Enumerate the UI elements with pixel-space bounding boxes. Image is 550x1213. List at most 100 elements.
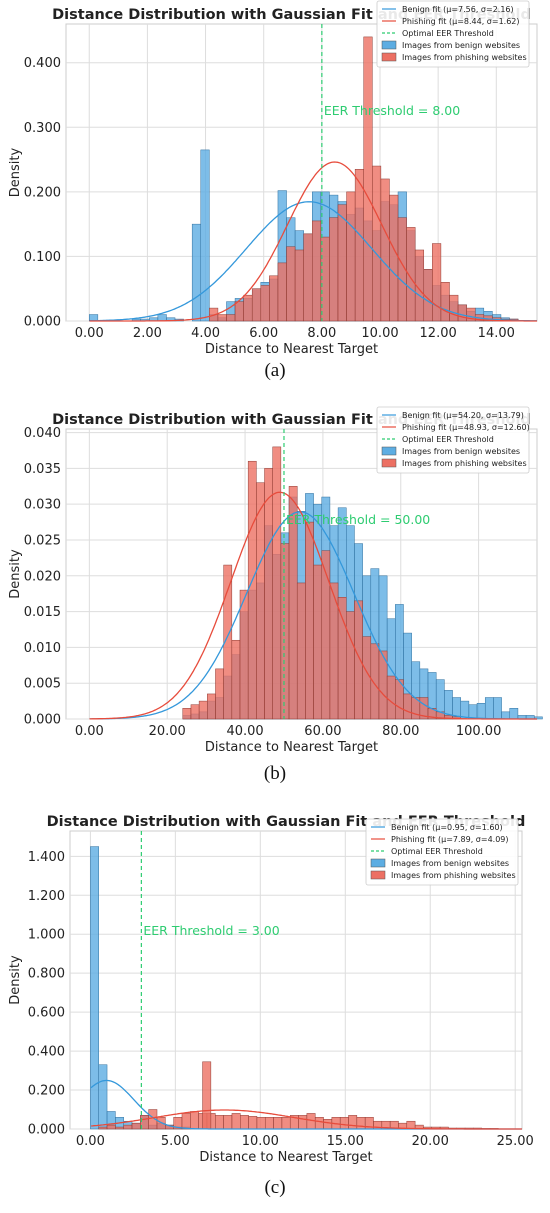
benign-fit-line bbox=[89, 511, 537, 720]
chart-b: Distance Distribution with Gaussian Fit … bbox=[8, 406, 543, 755]
phishing-bar bbox=[269, 275, 279, 322]
legend-benign-hist: Images from benign websites bbox=[391, 859, 509, 868]
benign-bar bbox=[534, 716, 543, 720]
x-tick-label: 100.00 bbox=[456, 724, 502, 739]
phishing-bar bbox=[182, 708, 192, 720]
x-tick-label: 6.00 bbox=[249, 326, 278, 341]
phishing-bar bbox=[312, 220, 322, 322]
y-tick-label: 0.200 bbox=[24, 185, 61, 200]
y-tick-label: 0.400 bbox=[28, 1045, 65, 1060]
x-tick-label: 2.00 bbox=[133, 326, 162, 341]
y-tick-label: 0.035 bbox=[24, 462, 61, 477]
phishing-bar bbox=[231, 1113, 241, 1130]
x-axis-label: Distance to Nearest Target bbox=[199, 1150, 372, 1165]
legend: Benign fit (μ=0.95, σ=1.60) Phishing fit … bbox=[365, 818, 519, 886]
x-tick-label: 4.00 bbox=[191, 326, 220, 341]
legend: Benign fit (μ=54.20, σ=13.79) Phishing fi… bbox=[376, 406, 530, 474]
phishing-bar bbox=[321, 550, 331, 720]
legend-phishing-hist-swatch bbox=[381, 458, 397, 468]
y-tick-label: 0.040 bbox=[24, 426, 61, 441]
y-tick-label: 0.400 bbox=[24, 56, 61, 71]
y-tick-label: 0.010 bbox=[24, 641, 61, 656]
legend-benign-hist-swatch bbox=[381, 446, 397, 456]
phishing-bar bbox=[440, 282, 450, 322]
benign-bar bbox=[501, 711, 511, 720]
phishing-bar bbox=[339, 1117, 349, 1130]
phishing-bar bbox=[123, 1124, 133, 1130]
y-tick-label: 0.000 bbox=[24, 713, 61, 728]
legend-benign-fit: Benign fit (μ=7.56, σ=2.16) bbox=[402, 5, 514, 14]
chart-a: Distance Distribution with Gaussian Fit … bbox=[8, 0, 538, 357]
benign-bar bbox=[98, 1064, 108, 1130]
phishing-bar bbox=[346, 191, 356, 322]
chart-panel-b: Distance Distribution with Gaussian Fit … bbox=[0, 405, 550, 800]
benign-bar bbox=[157, 314, 167, 322]
benign-bar bbox=[509, 708, 519, 720]
phishing-bar bbox=[198, 700, 208, 720]
x-tick-label: 60.00 bbox=[304, 724, 341, 739]
phishing-bar bbox=[298, 1115, 308, 1130]
legend-box bbox=[376, 0, 530, 68]
benign-bar bbox=[484, 697, 494, 720]
phishing-bar bbox=[240, 1115, 249, 1130]
legend-threshold: Optimal EER Threshold bbox=[391, 847, 483, 856]
phishing-bar bbox=[449, 294, 459, 322]
chart-panel-c: Distance Distribution with Gaussian Fit … bbox=[0, 815, 550, 1213]
benign-bar bbox=[468, 704, 478, 720]
benign-fit-line bbox=[89, 201, 537, 322]
phishing-bar bbox=[346, 611, 355, 720]
x-tick-label: 20.00 bbox=[149, 724, 186, 739]
phishing-bar bbox=[264, 468, 273, 720]
benign-bar bbox=[200, 149, 210, 322]
phishing-bar bbox=[260, 285, 270, 322]
x-axis-label: Distance to Nearest Target bbox=[205, 342, 378, 357]
caption-c: (c) bbox=[264, 1177, 286, 1198]
phishing-bar bbox=[403, 693, 412, 720]
phishing-bar bbox=[115, 1126, 124, 1130]
phishing-bar bbox=[386, 675, 396, 720]
x-tick-label: 0.00 bbox=[76, 1134, 105, 1149]
phishing-bar bbox=[181, 1113, 191, 1130]
phishing-bar bbox=[207, 693, 216, 720]
phishing-bar bbox=[354, 169, 364, 322]
phishing-bar bbox=[273, 1117, 283, 1130]
phishing-bar bbox=[303, 233, 313, 322]
y-tick-label: 1.400 bbox=[28, 850, 65, 865]
phishing-fit-line bbox=[89, 491, 537, 720]
x-tick-label: 10.00 bbox=[361, 326, 398, 341]
legend: Benign fit (μ=7.56, σ=2.16) Phishing fit … bbox=[376, 0, 530, 68]
phishing-bar bbox=[215, 1115, 224, 1130]
phishing-bar bbox=[389, 194, 399, 322]
phishing-bar bbox=[202, 1061, 212, 1130]
phishing-bar bbox=[432, 243, 442, 322]
y-tick-label: 0.200 bbox=[28, 1084, 65, 1099]
x-tick-label: 20.00 bbox=[412, 1134, 449, 1149]
y-tick-label: 0.600 bbox=[28, 1006, 65, 1021]
x-tick-label: 80.00 bbox=[382, 724, 419, 739]
y-tick-label: 0.100 bbox=[24, 250, 61, 265]
phishing-bar bbox=[217, 314, 227, 322]
y-axis-label: Density bbox=[8, 549, 23, 599]
legend-phishing-hist-swatch bbox=[370, 870, 386, 880]
phishing-bar bbox=[363, 36, 373, 322]
phishing-bar bbox=[286, 246, 296, 322]
phishing-bar bbox=[226, 314, 236, 322]
phishing-histogram bbox=[209, 36, 519, 322]
legend-phishing-hist: Images from phishing websites bbox=[402, 459, 527, 468]
phishing-bar bbox=[305, 521, 314, 720]
eer-threshold-label: EER Threshold = 3.00 bbox=[143, 923, 279, 938]
y-tick-label: 0.015 bbox=[24, 605, 61, 620]
legend-threshold: Optimal EER Threshold bbox=[402, 29, 494, 38]
benign-bar bbox=[90, 846, 99, 1130]
benign-bar bbox=[191, 223, 202, 322]
phishing-bar bbox=[370, 643, 380, 720]
benign-bar bbox=[476, 702, 486, 720]
phishing-bar bbox=[296, 582, 306, 720]
phishing-bar bbox=[372, 165, 382, 322]
phishing-bar bbox=[243, 294, 253, 322]
eer-threshold-label: EER Threshold = 8.00 bbox=[324, 103, 460, 118]
x-tick-label: 8.00 bbox=[307, 326, 336, 341]
phishing-bar bbox=[231, 639, 241, 720]
caption-b: (b) bbox=[263, 763, 287, 784]
y-axis-label: Density bbox=[8, 955, 23, 1005]
